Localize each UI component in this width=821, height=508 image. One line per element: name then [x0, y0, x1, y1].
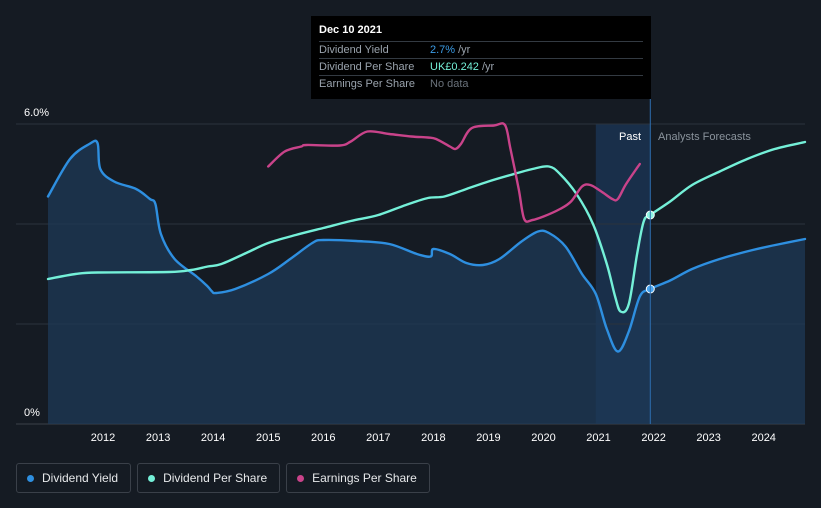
x-tick-label: 2016: [311, 432, 335, 444]
x-tick-label: 2014: [201, 432, 225, 444]
past-label: Past: [619, 131, 641, 143]
legend-label: Earnings Per Share: [312, 471, 417, 485]
x-tick-label: 2012: [91, 432, 115, 444]
legend-label: Dividend Yield: [42, 471, 119, 485]
y-tick-bottom: 0%: [24, 407, 40, 419]
tooltip-label: Earnings Per Share: [319, 78, 415, 90]
chart-tooltip: Dec 10 2021 Dividend Yield 2.7% /yr Divi…: [311, 16, 651, 99]
legend-dot-icon: [148, 474, 156, 482]
x-tick-label: 2015: [256, 432, 280, 444]
x-tick-label: 2023: [696, 432, 720, 444]
series-group: [46, 122, 807, 424]
legend-dot-icon: [27, 474, 34, 482]
tooltip-unit: /yr: [481, 61, 495, 73]
x-axis-ticks: 2012 2013 2014 2015 2016 2017 2018 2019 2020 2021…: [91, 432, 776, 444]
tooltip-unit: /yr: [458, 44, 471, 56]
x-tick-label: 2013: [146, 432, 170, 444]
tooltip-row-eps: Earnings Per Share No data: [319, 75, 643, 92]
x-tick-label: 2018: [421, 432, 445, 444]
x-tick-label: 2019: [476, 432, 500, 444]
tooltip-label: Dividend Yield: [319, 44, 389, 56]
x-tick-label: 2021: [586, 432, 610, 444]
legend-item-dividend-per-share[interactable]: Dividend Per Share: [137, 463, 281, 493]
y-tick-top: 6.0%: [24, 107, 49, 119]
dividend-yield-area: [48, 140, 805, 424]
tooltip-value: 2.7%: [430, 44, 456, 56]
legend-item-dividend-yield[interactable]: Dividend Yield: [16, 463, 132, 493]
tooltip-label: Dividend Per Share: [319, 61, 415, 73]
legend-dot-icon: [297, 474, 305, 482]
tooltip-row-yield: Dividend Yield 2.7% /yr: [319, 41, 643, 58]
chart-legend: Dividend Yield Dividend Per Share Earnin…: [16, 463, 430, 493]
legend-item-earnings-per-share[interactable]: Earnings Per Share: [286, 463, 430, 493]
earnings-per-share-line: [267, 122, 641, 223]
dividend-yield-line: [46, 139, 807, 353]
x-tick-label: 2022: [641, 432, 665, 444]
x-tick-label: 2024: [751, 432, 775, 444]
tooltip-value: UK£0.242: [430, 61, 479, 73]
tooltip-row-dps: Dividend Per Share UK£0.242 /yr: [319, 58, 643, 75]
legend-label: Dividend Per Share: [163, 471, 268, 485]
forecast-label: Analysts Forecasts: [658, 131, 751, 143]
x-tick-label: 2020: [531, 432, 555, 444]
tooltip-date: Dec 10 2021: [319, 24, 382, 36]
tooltip-value: No data: [430, 78, 469, 90]
x-tick-label: 2017: [366, 432, 390, 444]
